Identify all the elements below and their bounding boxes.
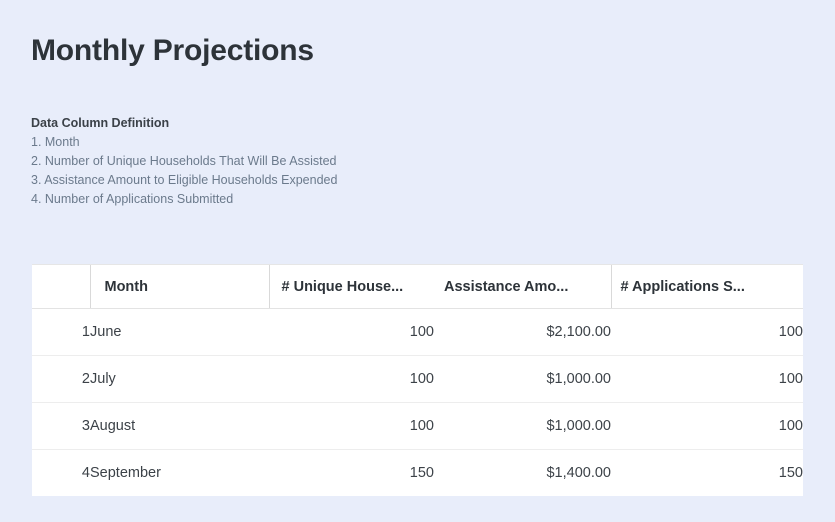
definition-item-2: 2. Number of Unique Households That Will…: [31, 154, 337, 168]
column-header-row-number: [32, 265, 90, 309]
table-header-row: Month # Unique House... Assistance Amo..…: [32, 265, 803, 309]
cell-assistance-amount[interactable]: $1,000.00: [434, 355, 611, 403]
column-header-assistance-amount[interactable]: Assistance Amo...: [434, 265, 611, 309]
cell-applications-submitted[interactable]: 100: [611, 355, 803, 403]
cell-row-number: 3: [32, 402, 90, 450]
cell-assistance-amount[interactable]: $2,100.00: [434, 308, 611, 356]
cell-applications-submitted[interactable]: 100: [611, 402, 803, 450]
projections-table-container: Month # Unique House... Assistance Amo..…: [32, 264, 803, 496]
cell-unique-households[interactable]: 100: [269, 402, 434, 450]
cell-applications-submitted[interactable]: 150: [778, 465, 803, 481]
definition-item-1: 1. Month: [31, 135, 80, 149]
table-row[interactable]: 1 June 100 $2,100.00 100: [32, 308, 803, 356]
cell-applications-submitted[interactable]: 100: [611, 308, 803, 356]
cell-row-number: 2: [32, 355, 90, 403]
cell-row-number: 4: [81, 465, 90, 481]
cell-unique-households[interactable]: 150: [409, 465, 434, 481]
cell-month[interactable]: September: [90, 465, 161, 481]
column-header-applications-submitted[interactable]: # Applications S...: [610, 265, 803, 309]
definition-heading: Data Column Definition: [31, 116, 170, 130]
page-title: Monthly Projections: [31, 34, 314, 67]
cell-assistance-amount[interactable]: $1,000.00: [434, 402, 611, 450]
table-row[interactable]: 3 August 100 $1,000.00 100: [32, 402, 803, 450]
cell-month[interactable]: July: [90, 355, 269, 403]
cell-unique-households[interactable]: 100: [269, 355, 434, 403]
column-header-month[interactable]: Month: [89, 265, 269, 309]
cell-row-number: 1: [32, 308, 90, 356]
table-row[interactable]: 4 September 150 $1,400.00 150: [32, 450, 803, 497]
column-header-unique-households[interactable]: # Unique House...: [268, 265, 434, 309]
definition-item-4: 4. Number of Applications Submitted: [31, 192, 234, 206]
cell-unique-households[interactable]: 100: [269, 308, 434, 356]
cell-month[interactable]: June: [90, 308, 269, 356]
cell-month[interactable]: August: [90, 402, 269, 450]
table-row[interactable]: 2 July 100 $1,000.00 100: [32, 355, 803, 403]
table-header: Month # Unique House... Assistance Amo..…: [32, 265, 803, 309]
data-column-definition-block: Data Column Definition 1. Month 2. Numbe…: [31, 114, 631, 209]
table-body: 1 June 100 $2,100.00 100 2 July 100 $1,0…: [32, 308, 803, 497]
definition-item-3: 3. Assistance Amount to Eligible Househo…: [31, 173, 338, 187]
projections-table: Month # Unique House... Assistance Amo..…: [32, 265, 803, 496]
cell-assistance-amount[interactable]: $1,400.00: [546, 465, 611, 481]
